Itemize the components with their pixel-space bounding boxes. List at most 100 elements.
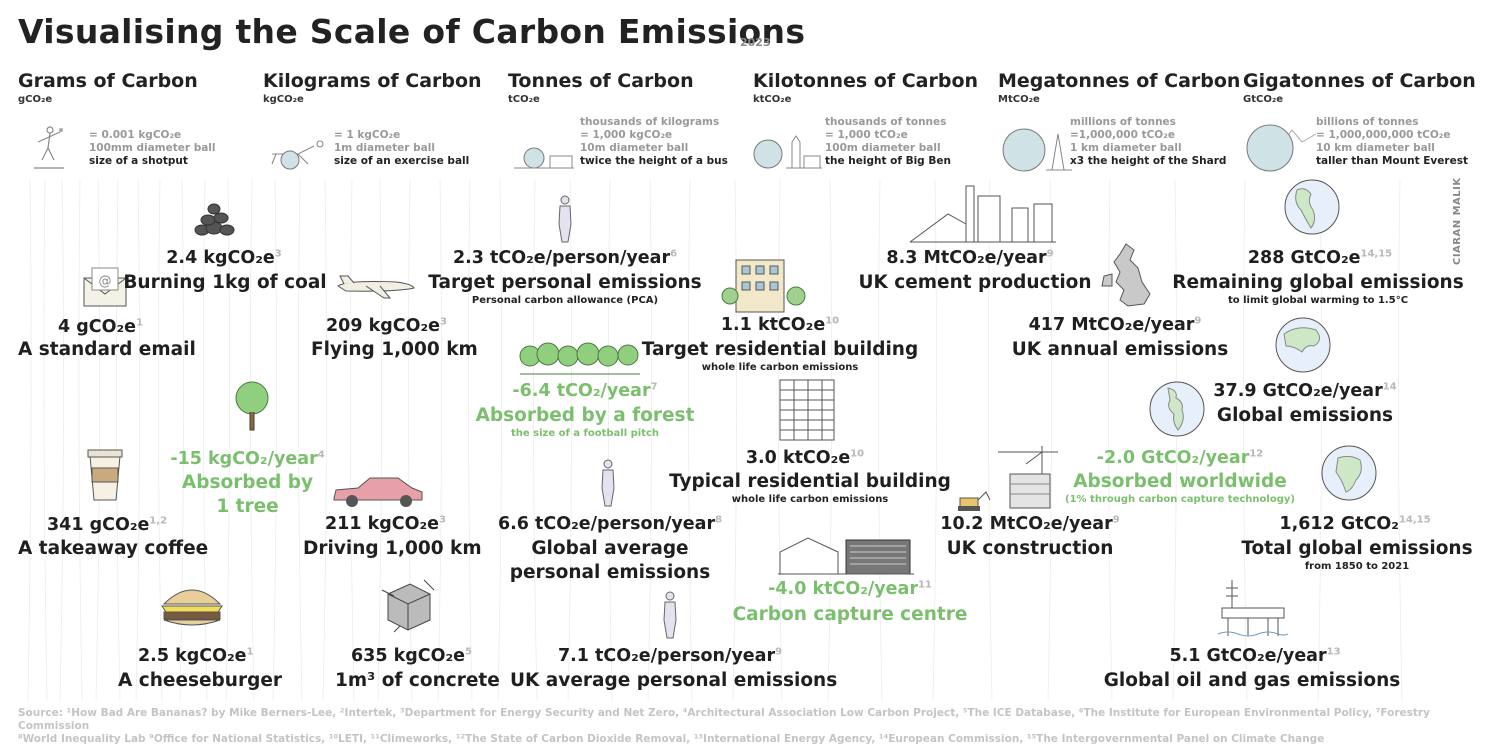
scale-note-grams: = 0.001 kgCO₂e 100mm diameter ball size of… xyxy=(89,129,216,167)
item-forest-sub: the size of a football pitch xyxy=(510,428,660,439)
item-target-personal-sub: Personal carbon allowance (PCA) xyxy=(471,295,659,306)
coal-pile-icon xyxy=(194,203,235,236)
item-remaining-global-sub: to limit global warming to 1.5°C xyxy=(1227,295,1409,306)
item-flying-label: Flying 1,000 km xyxy=(311,339,478,360)
item-cement-value: 8.3 MtCO₂e/year9 xyxy=(886,248,1054,268)
airplane-icon xyxy=(337,275,415,299)
column-unit-kilotonnes: ktCO₂e xyxy=(753,94,792,105)
person-global-icon xyxy=(601,459,615,507)
scale-note-megatonnes: millions of tonnes =1,000,000 tCO₂e 1 km d… xyxy=(1070,116,1227,167)
item-forest-label: Absorbed by a forest xyxy=(475,405,695,426)
item-cheeseburger-label: A cheeseburger xyxy=(118,670,282,691)
item-global-personal-label-line2: personal emissions xyxy=(509,562,711,583)
year-label: 2023 xyxy=(740,36,771,49)
item-typical-building-value: 3.0 ktCO₂e10 xyxy=(745,448,865,468)
item-driving-value: 211 kgCO₂e3 xyxy=(325,514,447,534)
page-title: Visualising the Scale of Carbon Emission… xyxy=(18,12,806,51)
item-coffee-label: A takeaway coffee xyxy=(18,538,209,559)
email-envelope-icon: @ xyxy=(83,267,127,307)
sources-footnote: Source: ¹How Bad Are Bananas? by Mike Be… xyxy=(18,707,1478,746)
item-coffee-value: 341 gCO₂e1,2 xyxy=(47,515,168,535)
author-credit: CIARAN MALIK xyxy=(1452,177,1463,265)
person-target-icon xyxy=(558,195,572,243)
concrete-cube-icon xyxy=(381,579,435,633)
item-driving-label: Driving 1,000 km xyxy=(303,538,482,559)
item-target-personal-value: 2.3 tCO₂e/person/year6 xyxy=(452,248,678,268)
column-heading-gigatonnes: Gigatonnes of Carbon xyxy=(1243,70,1476,92)
sources-line-2: ⁸World Inequality Lab ⁹Office for Nation… xyxy=(18,733,1325,745)
sources-line-1: Source: ¹How Bad Are Bananas? by Mike Be… xyxy=(18,707,1430,732)
item-typical-building-label: Typical residential building xyxy=(669,471,951,492)
column-unit-grams: gCO₂e xyxy=(18,94,53,105)
car-icon xyxy=(333,477,423,507)
scale-note-gigatonnes: billions of tonnes = 1,000,000,000 tCO₂e 1… xyxy=(1316,116,1468,167)
item-remaining-global-value: 288 GtCO₂e14,15 xyxy=(1247,248,1393,268)
item-oil-gas-label: Global oil and gas emissions xyxy=(1103,670,1401,691)
item-uk-construction-label: UK construction xyxy=(946,538,1114,559)
person-uk-icon xyxy=(663,591,677,639)
item-coal-value: 2.4 kgCO₂e3 xyxy=(166,248,282,268)
item-cement-label: UK cement production xyxy=(858,272,1092,293)
item-uk-personal-label: UK average personal emissions xyxy=(510,670,838,691)
item-coal-label: Burning 1kg of coal xyxy=(123,272,327,293)
item-absorbed-worldwide-value: -2.0 GtCO₂/year12 xyxy=(1096,448,1264,468)
item-total-global-label: Total global emissions xyxy=(1241,538,1473,559)
item-email-label: A standard email xyxy=(18,339,196,360)
excavator-icon xyxy=(958,491,991,511)
uk-map-icon xyxy=(1101,243,1151,307)
globe-asia-icon xyxy=(1275,317,1331,373)
tree-icon xyxy=(235,381,269,431)
item-global-emissions-value: 37.9 GtCO₂e/year14 xyxy=(1213,381,1397,401)
column-heading-megatonnes: Megatonnes of Carbon xyxy=(998,70,1241,92)
scale-note-tonnes: thousands of kilograms = 1,000 kgCO₂e 10m … xyxy=(580,116,728,167)
item-concrete-label: 1m³ of concrete xyxy=(335,670,500,691)
globe-americas-icon xyxy=(1284,179,1340,235)
item-remaining-global-label: Remaining global emissions xyxy=(1172,272,1464,293)
item-oil-gas-value: 5.1 GtCO₂e/year13 xyxy=(1169,646,1341,666)
item-email-value: 4 gCO₂e1 xyxy=(58,317,144,337)
item-tree-value: -15 kgCO₂/year4 xyxy=(170,449,325,469)
item-uk-personal-value: 7.1 tCO₂e/person/year9 xyxy=(557,646,783,666)
item-target-building-sub: whole life carbon emissions xyxy=(701,362,859,373)
mount-everest-icon xyxy=(1246,124,1317,172)
item-target-building-label: Target residential building xyxy=(641,339,919,360)
typical-building-icon xyxy=(779,379,835,441)
globe-europe-icon xyxy=(1149,381,1205,437)
column-unit-tonnes: tCO₂e xyxy=(508,94,540,105)
item-target-building-value: 1.1 ktCO₂e10 xyxy=(720,315,840,335)
shard-icon xyxy=(1002,128,1072,172)
takeaway-coffee-icon xyxy=(87,449,123,501)
item-typical-building-sub: whole life carbon emissions xyxy=(731,494,889,505)
exercise-ball-icon xyxy=(271,140,324,170)
target-building-icon xyxy=(721,259,806,313)
item-global-personal-value: 6.6 tCO₂e/person/year8 xyxy=(497,514,723,534)
scale-note-kilotonnes: thousands of tonnes = 1,000 tCO₂e 100m dia… xyxy=(825,116,951,167)
item-tree-label-line2: 1 tree xyxy=(216,496,279,517)
forest-icon xyxy=(519,342,640,375)
item-absorbed-worldwide-label: Absorbed worldwide xyxy=(1073,471,1287,492)
construction-crane-icon xyxy=(998,446,1058,509)
cement-factory-icon xyxy=(909,185,1056,243)
item-absorbed-worldwide-sub: (1% through carbon capture technology) xyxy=(1065,494,1295,505)
column-heading-tonnes: Tonnes of Carbon xyxy=(508,70,694,92)
item-uk-annual-value: 417 MtCO₂e/year9 xyxy=(1028,315,1202,335)
item-uk-annual-label: UK annual emissions xyxy=(1011,339,1229,360)
item-uk-construction-value: 10.2 MtCO₂e/year9 xyxy=(940,514,1120,534)
item-forest-value: -6.4 tCO₂/year7 xyxy=(512,381,658,401)
carbon-capture-centre-icon xyxy=(778,537,914,575)
ten-metre-ball-icon xyxy=(514,147,574,169)
item-flying-value: 209 kgCO₂e3 xyxy=(326,316,448,336)
item-total-global-sub: from 1850 to 2021 xyxy=(1304,561,1410,572)
column-unit-gigatonnes: GtCO₂e xyxy=(1243,94,1283,105)
cheeseburger-icon xyxy=(161,589,223,626)
item-tree-label-line1: Absorbed by xyxy=(181,472,314,493)
scale-note-kilograms: = 1 kgCO₂e 1m diameter ball size of an exe… xyxy=(334,129,470,167)
item-capture-centre-value: -4.0 ktCO₂/year11 xyxy=(768,579,932,599)
column-heading-grams: Grams of Carbon xyxy=(18,70,198,92)
item-target-personal-label: Target personal emissions xyxy=(428,272,702,293)
big-ben-icon xyxy=(753,135,822,169)
oil-rig-icon xyxy=(1217,580,1289,637)
column-unit-megatonnes: MtCO₂e xyxy=(998,94,1040,105)
item-concrete-value: 635 kgCO₂e5 xyxy=(351,646,473,666)
